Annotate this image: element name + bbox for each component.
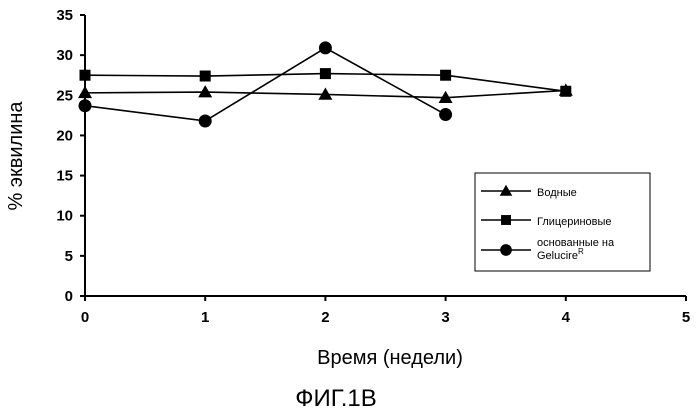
- y-tick-label: 25: [56, 87, 73, 104]
- y-tick-label: 10: [56, 208, 73, 225]
- data-point: [440, 70, 451, 81]
- data-point: [320, 68, 331, 79]
- legend-marker: [501, 215, 511, 225]
- series-line: [85, 48, 446, 121]
- data-point: [199, 114, 212, 127]
- data-point: [439, 108, 452, 121]
- data-point: [80, 70, 91, 81]
- legend: ВодныеГлицериновыеоснованные наGelucireR: [475, 173, 650, 271]
- legend-marker: [500, 244, 512, 256]
- data-point: [79, 99, 92, 112]
- x-tick-label: 0: [81, 309, 89, 326]
- legend-label: Водные: [537, 187, 577, 199]
- x-tick-label: 2: [321, 309, 329, 326]
- series-circle: [79, 41, 453, 127]
- data-point: [78, 86, 92, 98]
- x-axis-title: Время (недели): [317, 347, 463, 369]
- x-tick-label: 3: [441, 309, 449, 326]
- x-tick-label: 4: [562, 309, 571, 326]
- figure-caption: ФИГ.1В: [295, 385, 377, 412]
- data-point: [198, 85, 212, 97]
- data-point: [319, 41, 332, 54]
- series-triangle: [78, 83, 573, 102]
- y-tick-label: 5: [65, 248, 73, 265]
- y-tick-label: 15: [56, 168, 73, 185]
- ticks: 0 5 10 15 20 25 30 35 0 1 2 3 4 5: [56, 7, 690, 326]
- data-point: [560, 86, 571, 97]
- y-tick-label: 35: [56, 7, 73, 24]
- y-tick-label: 0: [65, 288, 73, 305]
- x-tick-label: 5: [682, 309, 690, 326]
- y-axis-title: % эквилина: [5, 101, 27, 211]
- y-tick-label: 30: [56, 47, 73, 64]
- series-layer: [78, 41, 573, 127]
- y-tick-label: 20: [56, 127, 73, 144]
- data-point: [200, 71, 211, 82]
- x-tick-label: 1: [201, 309, 209, 326]
- legend-label: Глицериновые: [537, 216, 612, 228]
